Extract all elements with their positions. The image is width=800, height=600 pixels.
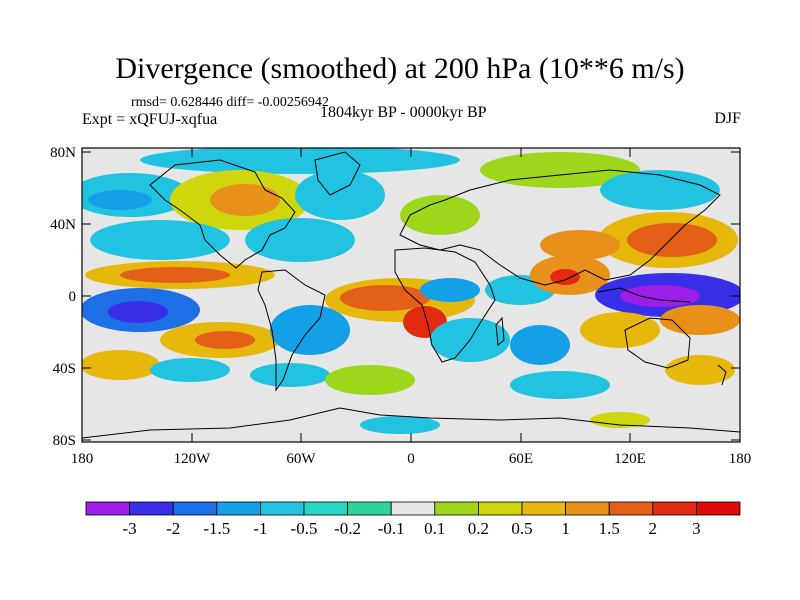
lon-tick-label: 120W bbox=[174, 451, 212, 467]
colorbar-swatch bbox=[303, 501, 348, 516]
contour-blob bbox=[620, 285, 700, 307]
contour-blob bbox=[90, 220, 230, 260]
contour-blob bbox=[88, 190, 152, 210]
contour-blob bbox=[210, 184, 280, 216]
colorbar-swatch bbox=[259, 501, 305, 516]
colorbar bbox=[85, 501, 741, 516]
axis-ticks bbox=[81, 148, 741, 442]
colorbar-swatch bbox=[652, 501, 697, 516]
coast-eurasia bbox=[399, 169, 721, 286]
colorbar-label: -3 bbox=[122, 519, 137, 538]
colorbar-label: 1 bbox=[561, 519, 570, 538]
colorbar-swatch bbox=[696, 501, 741, 516]
colorbar-label: -1.5 bbox=[203, 519, 231, 538]
colorbar-swatch bbox=[565, 501, 610, 516]
figure-title: Divergence (smoothed) at 200 hPa (10**6 … bbox=[115, 52, 685, 85]
colorbar-label: 0.2 bbox=[467, 519, 490, 538]
lon-tick-label: 60E bbox=[509, 451, 533, 467]
contour-blob bbox=[510, 325, 570, 365]
contour-blob bbox=[665, 355, 735, 385]
contour-blob bbox=[195, 331, 255, 349]
lat-tick-label: 0 bbox=[69, 289, 77, 305]
colorbar-swatch bbox=[608, 501, 654, 516]
colorbar-swatch bbox=[390, 501, 436, 516]
contour-blob bbox=[627, 223, 717, 257]
contour-blob bbox=[150, 358, 230, 382]
colorbar-swatch bbox=[172, 501, 218, 516]
contour-blob bbox=[600, 170, 720, 210]
contour-blob bbox=[108, 301, 168, 323]
map-plot-area: 80N 40N 0 40S 80S 180 120W 60W 0 60E 120… bbox=[50, 145, 751, 467]
contour-blob bbox=[325, 365, 415, 395]
contour-blob bbox=[590, 412, 650, 428]
lat-tick-label: 40S bbox=[53, 361, 76, 377]
colorbar-label: 0.1 bbox=[424, 519, 446, 538]
contour-blob bbox=[120, 267, 230, 283]
colorbar-label: -1 bbox=[253, 519, 268, 538]
colorbar-label: 0.5 bbox=[511, 519, 533, 538]
lat-tick-label: 80N bbox=[50, 145, 76, 161]
contour-blob bbox=[360, 416, 440, 434]
colorbar-label: -0.2 bbox=[334, 519, 362, 538]
contour-blob bbox=[400, 195, 480, 235]
colorbar-label: -0.5 bbox=[290, 519, 318, 538]
lon-tick-label: 180 bbox=[729, 451, 752, 467]
lon-tick-label: 0 bbox=[407, 451, 415, 467]
lon-tick-label: 60W bbox=[286, 451, 316, 467]
contour-blob bbox=[580, 312, 660, 348]
coast-new-zealand bbox=[717, 364, 727, 386]
colorbar-swatch bbox=[129, 501, 174, 516]
colorbar-label: -2 bbox=[166, 519, 181, 538]
coastlines bbox=[82, 151, 740, 439]
contour-blob bbox=[420, 278, 480, 302]
contour-blob bbox=[510, 371, 610, 399]
colorbar-swatch bbox=[85, 501, 130, 516]
stats-text: rmsd= 0.628446 diff= -0.00256942 bbox=[131, 95, 329, 110]
contour-blob bbox=[250, 363, 330, 387]
lat-tick-label: 40N bbox=[50, 217, 76, 233]
contour-blob bbox=[245, 218, 355, 262]
lon-tick-label: 180 bbox=[71, 451, 94, 467]
colorbar-label: 2 bbox=[648, 519, 658, 538]
coast-australia bbox=[624, 317, 691, 369]
colorbar-swatch bbox=[434, 501, 479, 516]
contour-blob bbox=[295, 170, 385, 220]
colorbar-swatch bbox=[347, 501, 392, 516]
contour-blob bbox=[82, 350, 160, 380]
colorbar-label: 3 bbox=[692, 519, 701, 538]
contour-blob bbox=[340, 285, 430, 311]
contour-blob bbox=[540, 230, 620, 260]
coast-south-america bbox=[257, 269, 326, 392]
colorbar-label: -0.1 bbox=[377, 519, 405, 538]
coast-madagascar bbox=[495, 316, 505, 346]
coast-north-america bbox=[149, 159, 296, 269]
season-label: DJF bbox=[714, 110, 741, 127]
coast-antarctica bbox=[82, 407, 740, 439]
contour-blob bbox=[550, 269, 580, 285]
colorbar-label: 1.5 bbox=[598, 519, 620, 538]
divergence-field bbox=[82, 148, 740, 434]
coast-africa bbox=[394, 247, 496, 363]
colorbar-swatch bbox=[477, 501, 523, 516]
coast-greenland bbox=[314, 151, 361, 196]
period-label: 1804kyr BP - 0000kyr BP bbox=[320, 104, 487, 121]
lon-tick-label: 120E bbox=[614, 451, 646, 467]
coast-indonesia bbox=[597, 287, 691, 303]
colorbar-swatch bbox=[216, 501, 261, 516]
colorbar-swatch bbox=[521, 501, 566, 516]
experiment-label: Expt = xQFUJ-xqfua bbox=[82, 111, 218, 128]
contour-blob bbox=[140, 148, 460, 174]
lat-tick-label: 80S bbox=[53, 433, 76, 449]
